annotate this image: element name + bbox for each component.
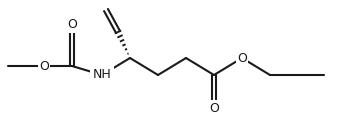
Text: O: O xyxy=(237,51,247,65)
Text: O: O xyxy=(209,102,219,114)
Text: O: O xyxy=(67,18,77,32)
Text: O: O xyxy=(39,60,49,72)
Text: NH: NH xyxy=(93,69,112,81)
